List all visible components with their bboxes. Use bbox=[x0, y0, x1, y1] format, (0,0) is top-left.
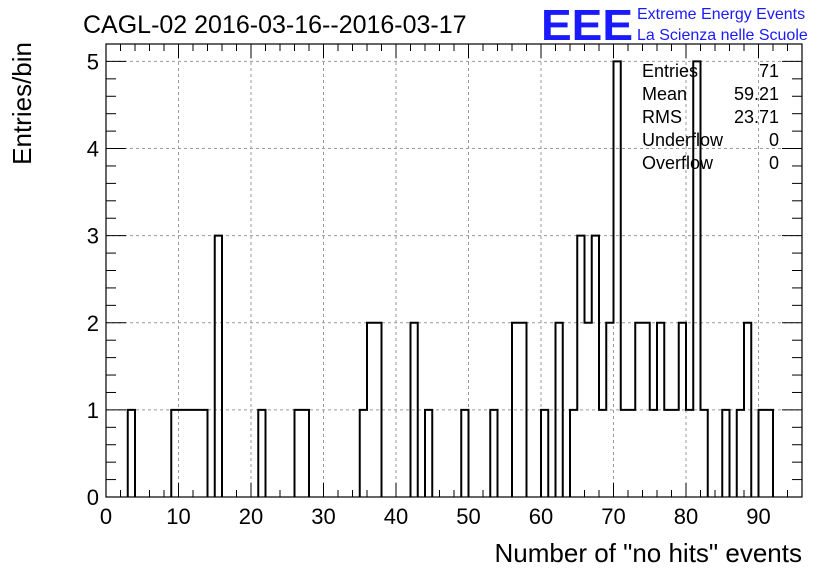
x-axis-label: Number of "no hits" events bbox=[495, 538, 803, 568]
histogram-series bbox=[126, 60, 774, 497]
histogram-bin-group bbox=[460, 408, 470, 497]
histogram-bin-group bbox=[489, 408, 499, 497]
y-tick-label: 0 bbox=[87, 485, 99, 510]
x-tick-label: 60 bbox=[529, 504, 553, 529]
stats-value: 71 bbox=[759, 61, 779, 81]
histogram-bin-group bbox=[735, 321, 753, 497]
histogram-bin-group bbox=[257, 408, 267, 497]
x-tick-label: 40 bbox=[384, 504, 408, 529]
plot-frame bbox=[105, 43, 803, 498]
histogram-bin-group bbox=[721, 408, 731, 497]
histogram-bin-group bbox=[293, 408, 310, 497]
histogram-bin-group bbox=[358, 321, 383, 497]
x-tick-label: 50 bbox=[456, 504, 480, 529]
x-tick-label: 90 bbox=[746, 504, 770, 529]
stats-label: Underflow bbox=[642, 130, 724, 150]
histogram-bin-group bbox=[126, 408, 136, 497]
x-tick-label: 0 bbox=[100, 504, 112, 529]
eee-logo-mark: EEE bbox=[541, 1, 633, 50]
y-axis-label: Entries/bin bbox=[7, 42, 37, 165]
grid-lines bbox=[106, 44, 802, 497]
x-tick-label: 30 bbox=[311, 504, 335, 529]
histogram-bin-group bbox=[213, 234, 223, 497]
y-tick-label: 1 bbox=[87, 398, 99, 423]
stats-label: RMS bbox=[642, 107, 682, 127]
x-tick-label: 70 bbox=[601, 504, 625, 529]
y-tick-label: 5 bbox=[87, 49, 99, 74]
histogram-bin-group bbox=[757, 408, 774, 497]
stats-value: 59.21 bbox=[734, 84, 779, 104]
stats-value: 0 bbox=[769, 153, 779, 173]
x-tick-label: 10 bbox=[166, 504, 190, 529]
stats-value: 0 bbox=[769, 130, 779, 150]
x-tick-label: 20 bbox=[239, 504, 263, 529]
stats-label: Entries bbox=[642, 61, 698, 81]
chart-title: CAGL-02 2016-03-16--2016-03-17 bbox=[83, 11, 467, 39]
stats-value: 23.71 bbox=[734, 107, 779, 127]
histogram-bin-group bbox=[540, 408, 550, 497]
x-tick-label: 80 bbox=[674, 504, 698, 529]
stats-label: Overflow bbox=[642, 153, 714, 173]
histogram-bin-group bbox=[409, 321, 419, 497]
histogram-bin-group bbox=[511, 321, 528, 497]
axis-ticks bbox=[105, 43, 803, 498]
y-tick-label: 4 bbox=[87, 137, 99, 162]
eee-logo: EEE Extreme Energy Events La Scienza nel… bbox=[541, 1, 808, 50]
histogram-bin-group bbox=[554, 321, 564, 497]
tick-labels: 0 10 20 30 40 50 60 70 80 90 0 1 2 3 4 5 bbox=[87, 49, 771, 529]
y-tick-label: 3 bbox=[87, 224, 99, 249]
eee-logo-line1: Extreme Energy Events bbox=[637, 6, 805, 23]
y-tick-label: 2 bbox=[87, 311, 99, 336]
eee-logo-line2: La Scienza nelle Scuole bbox=[637, 27, 808, 44]
histogram-bin-group bbox=[170, 408, 209, 497]
histogram-bin-group bbox=[424, 408, 434, 497]
histogram-bin-group bbox=[569, 60, 709, 497]
stats-box: Entries 71 Mean 59.21 RMS 23.71 Underflow 0 Over… bbox=[642, 61, 779, 173]
stats-label: Mean bbox=[642, 84, 687, 104]
